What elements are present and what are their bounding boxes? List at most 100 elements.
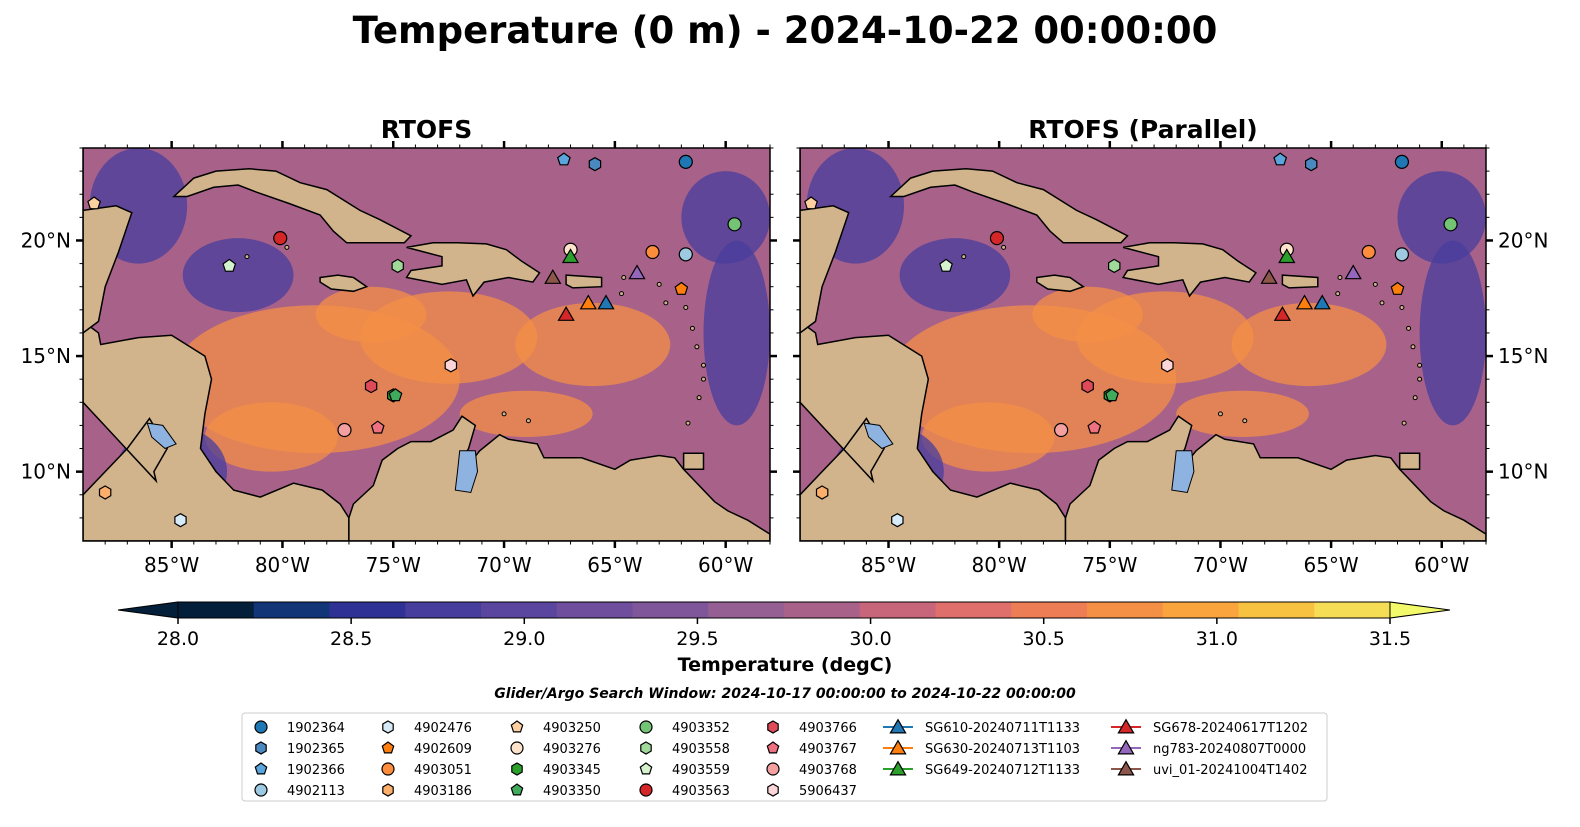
land-jamaica <box>319 274 369 293</box>
legend-label: uvi_01-20241004T1402 <box>1153 763 1307 778</box>
small-island <box>619 291 625 297</box>
obs-marker-4903352 <box>1443 217 1458 232</box>
temperature-region <box>182 238 294 313</box>
temperature-region <box>1032 286 1143 343</box>
obs-marker-1902365 <box>588 157 602 172</box>
legend-entry: 4903767 <box>766 741 857 757</box>
colorbar-extend-min <box>117 601 179 619</box>
small-island <box>1401 420 1407 426</box>
small-island <box>1379 300 1385 306</box>
land-cuba <box>171 168 413 244</box>
colorbar-tick-label: 29.0 <box>503 628 545 650</box>
legend-entry: 4903186 <box>382 783 472 799</box>
obs-marker-4903250 <box>87 196 102 210</box>
x-tick-label: 60°W <box>698 553 753 577</box>
legend-label: 1902366 <box>287 763 345 778</box>
legend-label: SG678-20240617T1202 <box>1153 721 1308 736</box>
panel-title: RTOFS (Parallel) <box>1028 115 1257 144</box>
small-island <box>694 344 700 350</box>
colorbar-bin <box>556 602 633 618</box>
obs-marker-SG649-20240712T1133 <box>561 248 580 264</box>
legend-entry: 4903352 <box>639 720 730 736</box>
colorbar-bin <box>481 602 558 618</box>
map-frame <box>82 147 771 542</box>
legend-marker <box>254 720 268 734</box>
legend-marker <box>767 783 779 797</box>
obs-marker-4902476 <box>891 513 904 528</box>
land-hispaniola <box>405 242 541 298</box>
temperature-region <box>1231 302 1387 387</box>
legend-marker <box>510 741 524 755</box>
small-island <box>683 305 689 311</box>
legend-label: 4902476 <box>414 721 472 736</box>
obs-marker-4903051 <box>645 244 660 260</box>
legend-label: 4903250 <box>543 721 601 736</box>
legend-marker <box>254 783 268 797</box>
legend-entry: 4903276 <box>510 741 601 757</box>
small-island <box>1372 281 1378 287</box>
x-tick-label: 65°W <box>587 553 642 577</box>
legend-entry: SG649-20240712T1133 <box>883 760 1080 778</box>
legend-marker <box>766 762 780 776</box>
obs-marker-4903559 <box>222 258 237 272</box>
colorbar-tick-label: 31.5 <box>1369 628 1411 650</box>
colorbar-bin <box>784 602 861 618</box>
legend-entry: 4903559 <box>639 762 730 778</box>
legend-entry: 4903766 <box>767 720 857 736</box>
colorbar-bin <box>1162 602 1239 618</box>
land-trinidad <box>682 452 705 471</box>
y-tick-label: 15°N <box>21 344 71 368</box>
colorbar-bin <box>708 602 785 618</box>
map-panel-rtofs: RTOFS 85°W 80°W 75°W 70°W 65°W 60°W 20°N 15°N 10°… <box>21 115 777 577</box>
x-tick-label: 70°W <box>476 553 531 577</box>
colorbar-tick-label: 28.5 <box>330 628 372 650</box>
colorbar-bin <box>935 602 1012 618</box>
temperature-region <box>681 171 770 264</box>
small-island <box>1399 305 1405 311</box>
legend-label: 4903352 <box>672 721 730 736</box>
colorbar-bin <box>329 602 406 618</box>
obs-marker-SG678-20240617T1202 <box>1273 306 1292 321</box>
temperature-region <box>899 238 1011 313</box>
obs-marker-SG630-20240713T1103 <box>1295 294 1314 310</box>
legend-label: 4902609 <box>414 742 472 757</box>
colorbar-label: Temperature (degC) <box>678 654 893 676</box>
legend-label: 4903051 <box>414 763 472 778</box>
temperature-region <box>1397 171 1486 264</box>
colorbar-bin <box>632 602 709 618</box>
obs-marker-4903350 <box>1105 388 1119 402</box>
land-trinidad <box>1398 452 1421 471</box>
small-island <box>525 418 531 424</box>
legend-marker <box>381 762 395 776</box>
legend-entry: 5906437 <box>767 783 857 799</box>
small-island <box>689 325 695 331</box>
land-hispaniola <box>1121 242 1257 298</box>
small-island <box>1417 362 1423 368</box>
temperature-region <box>459 390 593 437</box>
legend-entry: ng783-20240807T0000 <box>1111 739 1306 757</box>
y-tick-label: 20°N <box>1498 228 1548 252</box>
x-tick-label: 75°W <box>1082 553 1137 577</box>
legend-marker <box>254 762 268 775</box>
legend-entry: 4903768 <box>766 762 857 778</box>
legend-entry: 4902609 <box>381 741 472 757</box>
legend-marker <box>639 720 653 734</box>
obs-marker-uvi_01-20241004T1402 <box>544 269 562 284</box>
legend-label: SG610-20240711T1133 <box>925 721 1080 736</box>
legend-entry: 1902365 <box>255 741 345 757</box>
obs-marker-4903051 <box>1361 244 1376 260</box>
small-island <box>696 395 702 401</box>
temperature-region <box>515 302 671 387</box>
obs-marker-5906437 <box>444 358 458 373</box>
x-tick-label: 75°W <box>366 553 421 577</box>
legend-label: 4903559 <box>672 763 730 778</box>
obs-marker-5906437 <box>1161 358 1174 373</box>
legend-entry: SG610-20240711T1133 <box>883 718 1080 736</box>
land-south-america <box>1064 415 1486 541</box>
obs-marker-4902609 <box>674 281 689 295</box>
legend-entry: 1902364 <box>254 720 345 736</box>
obs-marker-4903186 <box>98 485 112 500</box>
legend-marker <box>511 762 523 776</box>
obs-marker-4903767 <box>370 420 385 434</box>
legend-entry: 4903345 <box>511 762 601 778</box>
